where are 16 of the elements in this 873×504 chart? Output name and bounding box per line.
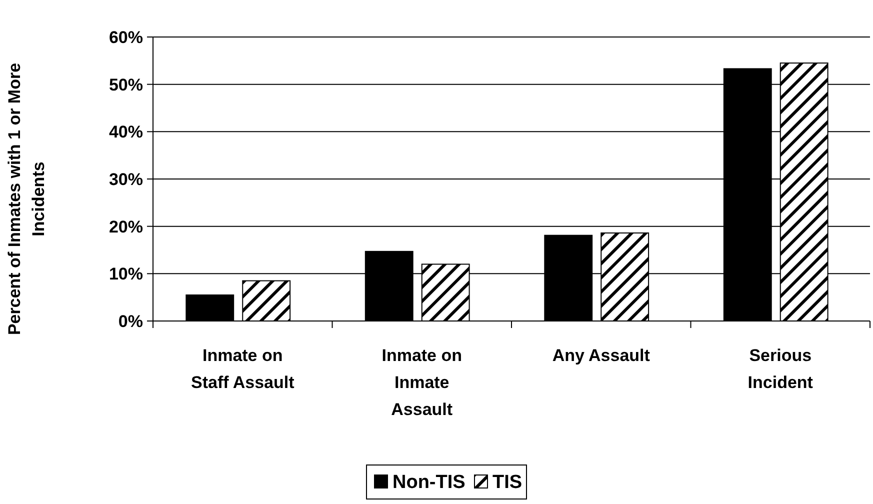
y-tick-label: 0%: [118, 312, 143, 331]
bar: [242, 280, 291, 322]
y-tick-label: 60%: [108, 28, 143, 47]
x-tick-label: Inmate on Staff Assault: [190, 346, 295, 392]
x-tick-label: Inmate on Inmate Assault: [382, 346, 462, 419]
legend-label: Non-TIS: [392, 472, 466, 493]
x-tick-label: Any Assault: [552, 346, 650, 365]
y-tick-label: 10%: [108, 264, 143, 284]
x-tick-label: Serious Incident: [748, 346, 814, 392]
y-axis-title: Percent of Inmates with 1 or More Incidents: [5, 62, 48, 336]
y-tick-label: 40%: [108, 122, 143, 142]
y-tick-label: 50%: [108, 75, 143, 94]
bar: [186, 294, 234, 322]
y-tick-label: 30%: [108, 170, 143, 189]
y-tick-label: 20%: [108, 217, 143, 236]
legend-label: TIS: [492, 472, 522, 493]
